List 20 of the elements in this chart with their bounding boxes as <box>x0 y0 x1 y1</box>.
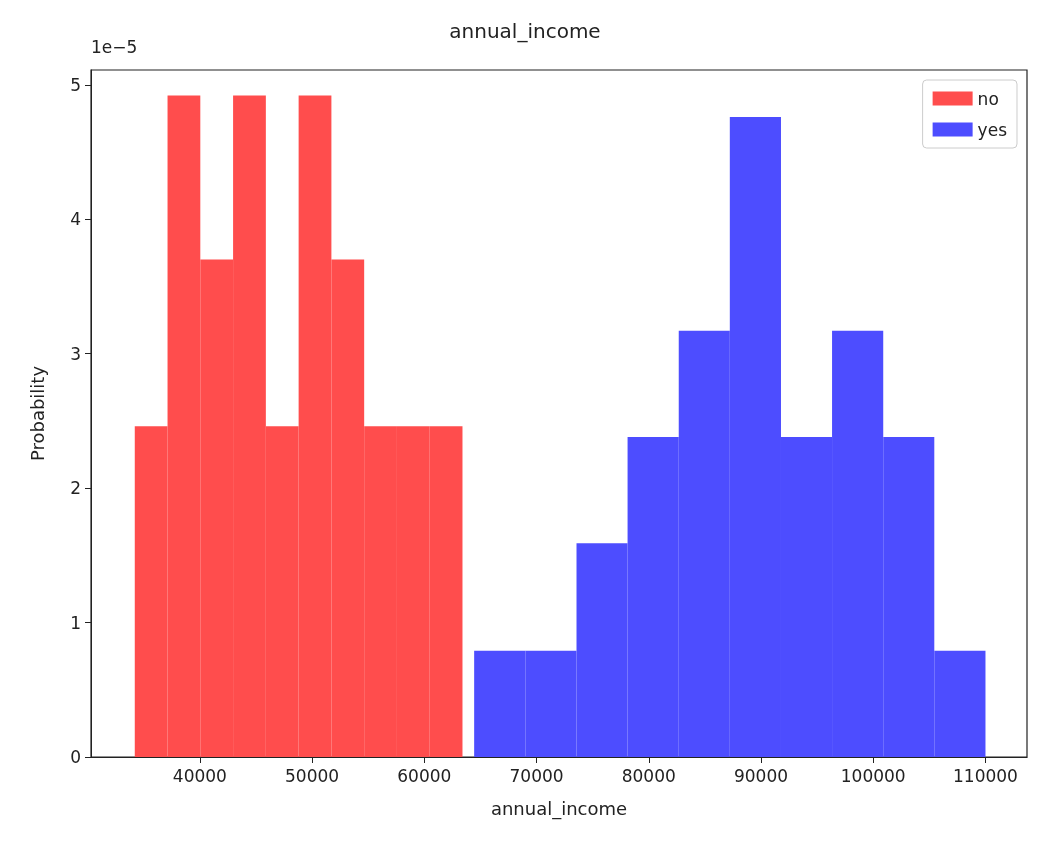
legend-label: no <box>977 88 999 109</box>
text: 1e−5 <box>91 36 138 57</box>
x-tick-label: 100000 <box>840 765 906 786</box>
legend-label: yes <box>977 119 1008 140</box>
x-tick-label: 50000 <box>285 765 340 786</box>
y-tick-label: 2 <box>70 478 81 499</box>
x-tick-label: 80000 <box>621 765 676 786</box>
x-tick-label: 70000 <box>509 765 564 786</box>
chart-title: annual_income <box>449 19 601 43</box>
x-axis-title: annual_income <box>490 797 628 820</box>
y-tick-label: 1 <box>70 612 81 633</box>
y-tick-label: 0 <box>70 747 81 767</box>
x-tick-label: 90000 <box>733 765 789 786</box>
y-tick-label: 4 <box>70 209 81 230</box>
x-tick-label: 40000 <box>172 765 227 786</box>
y-tick-label: 3 <box>70 343 81 364</box>
y-axis-title: Probability <box>26 365 48 462</box>
x-tick-label: 60000 <box>397 765 452 786</box>
x-tick-label: 110000 <box>953 765 1018 786</box>
y-tick-label: 5 <box>70 74 81 95</box>
